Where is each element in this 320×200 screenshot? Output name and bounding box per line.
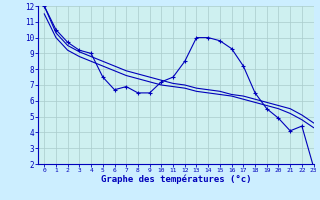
X-axis label: Graphe des températures (°c): Graphe des températures (°c)	[101, 175, 251, 184]
